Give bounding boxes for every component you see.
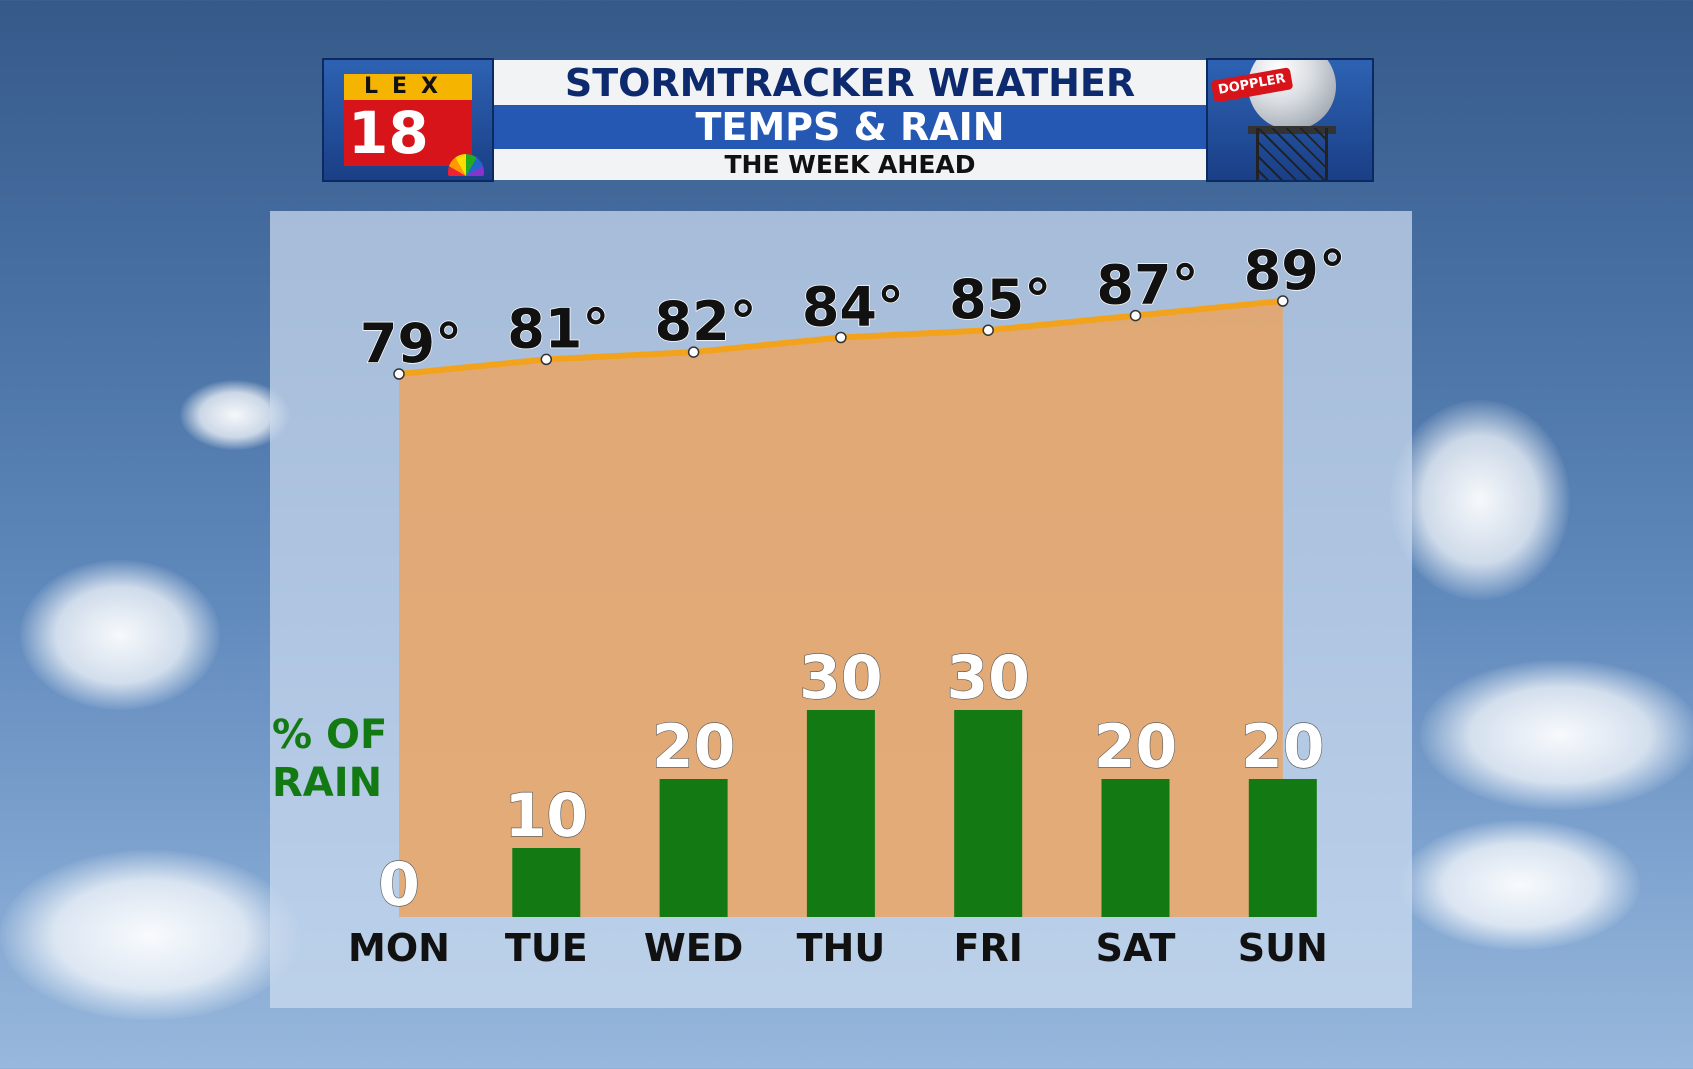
temperature-area [399, 301, 1283, 917]
day-label: THU [797, 926, 886, 970]
rain-value-label: 20 [1241, 712, 1325, 782]
temperature-label: 82° [655, 290, 757, 353]
temperature-point [687, 346, 700, 358]
station-logo: LEX 18 [322, 58, 494, 182]
day-label: FRI [954, 926, 1023, 970]
temperature-point [982, 324, 994, 336]
cloud [1390, 400, 1570, 600]
title-banner: LEX 18 STORMTRACKER WEATHER TEMPS & RAIN… [322, 58, 1374, 182]
title-line-2: TEMPS & RAIN [494, 105, 1206, 149]
temperature-label: 87° [1096, 254, 1198, 317]
title-block: STORMTRACKER WEATHER TEMPS & RAIN THE WE… [494, 60, 1206, 180]
rain-value-label: 30 [799, 643, 883, 713]
rain-bar [1248, 779, 1317, 917]
day-label: SAT [1096, 926, 1176, 970]
rain-bar [659, 779, 728, 917]
temperature-point [1277, 295, 1289, 307]
cloud [20, 560, 220, 710]
temperature-label: 89° [1244, 239, 1346, 302]
day-label: SUN [1238, 926, 1328, 970]
cloud [1400, 820, 1640, 950]
title-line-3: THE WEEK AHEAD [494, 149, 1206, 180]
rain-value-label: 20 [652, 712, 736, 782]
rain-value-label: 20 [1094, 712, 1178, 782]
rain-bar [954, 710, 1023, 917]
cloud [0, 850, 300, 1020]
rain-value-label: 10 [505, 781, 589, 851]
logo-number: 18 [344, 100, 472, 166]
temperature-point [540, 353, 553, 366]
radar-logo: DOPPLER [1206, 58, 1374, 182]
temperature-label: 84° [802, 276, 904, 339]
rain-bar [512, 848, 581, 917]
day-label: WED [644, 926, 743, 970]
day-label: MON [348, 926, 450, 970]
cloud [1420, 660, 1693, 810]
rain-value-label: 0 [378, 850, 420, 920]
rain-bar [806, 710, 875, 917]
temperature-point [393, 368, 405, 380]
temperature-label: 81° [507, 297, 609, 360]
rain-axis-label-line1: % OF [272, 712, 388, 758]
peacock-icon [448, 154, 484, 176]
day-label: TUE [505, 926, 588, 970]
rain-value-label: 30 [946, 643, 1030, 713]
temperature-point [1129, 309, 1142, 322]
title-line-1: STORMTRACKER WEATHER [494, 60, 1206, 105]
temperature-label: 85° [949, 268, 1051, 331]
rain-axis-label-line2: RAIN [272, 760, 383, 806]
rain-bar [1101, 779, 1170, 917]
temperature-point [835, 331, 847, 344]
logo-lex-text: LEX [344, 74, 472, 100]
temperature-label: 79° [360, 312, 462, 375]
radar-tower-icon [1256, 128, 1328, 180]
